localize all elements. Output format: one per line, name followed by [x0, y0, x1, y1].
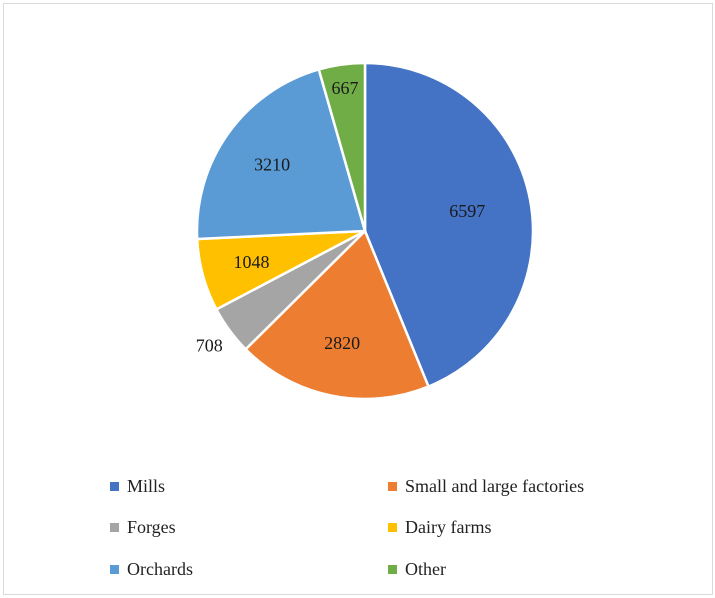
data-label-orchards: 3210	[254, 154, 290, 174]
legend-swatch	[110, 482, 119, 491]
legend-swatch	[388, 523, 397, 532]
legend-item-dairy: Dairy farms	[388, 517, 491, 538]
pie-slice-other	[317, 61, 367, 232]
legend-item-forges: Forges	[110, 517, 176, 538]
data-label-other: 667	[331, 78, 358, 98]
data-label-dairy-farms: 1048	[234, 252, 270, 272]
legend-item-mills: Mills	[110, 476, 165, 497]
pie-slice-mills	[363, 61, 535, 389]
legend-swatch	[110, 565, 119, 574]
legend-label: Other	[405, 559, 446, 579]
data-label-forges: 708	[196, 335, 223, 355]
legend-item-other: Other	[388, 559, 446, 580]
data-labels: 6597 2820 708 1048 3210 667	[196, 78, 485, 355]
legend-label: Orchards	[127, 559, 193, 579]
legend-label: Dairy farms	[405, 517, 492, 537]
legend-item-factories: Small and large factories	[388, 476, 584, 497]
legend-swatch	[388, 482, 397, 491]
legend-swatch	[388, 565, 397, 574]
legend-swatch	[110, 523, 119, 532]
legend-label: Mills	[127, 476, 166, 496]
legend-label: Forges	[127, 517, 176, 537]
pie-slice-orchards	[195, 67, 367, 241]
data-label-mills: 6597	[449, 201, 485, 221]
data-label-small-and-large-factories: 2820	[324, 333, 360, 353]
pie-slices	[195, 61, 535, 401]
legend-item-orchards: Orchards	[110, 559, 193, 580]
pie-slice-small-and-large-factories	[243, 228, 431, 401]
legend-label: Small and large factories	[405, 476, 585, 496]
